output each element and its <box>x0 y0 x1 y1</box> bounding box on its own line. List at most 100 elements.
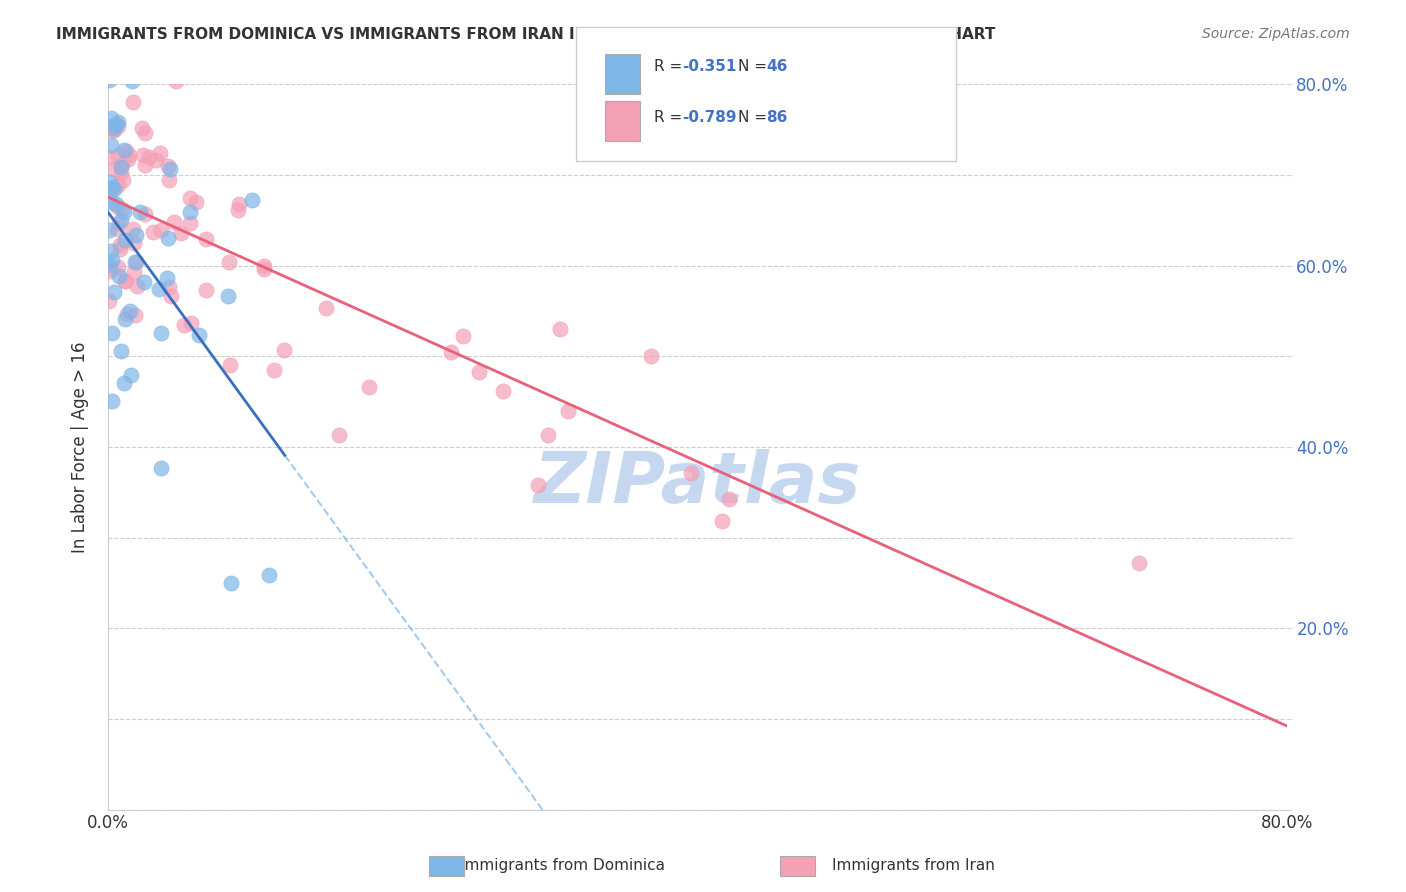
Point <box>100 183 122 197</box>
Text: R =: R = <box>654 60 688 74</box>
Point <box>640 349 662 363</box>
Point <box>107 200 129 214</box>
Point <box>100 111 122 125</box>
Point <box>107 114 129 128</box>
Point <box>228 197 250 211</box>
Point <box>100 180 122 194</box>
Point <box>131 148 153 162</box>
Text: Source: ZipAtlas.com: Source: ZipAtlas.com <box>1202 27 1350 41</box>
Point <box>101 393 124 408</box>
Point <box>124 255 146 269</box>
Point <box>105 222 128 236</box>
Point <box>527 478 550 492</box>
Point <box>103 162 125 177</box>
Point <box>156 159 179 173</box>
Point <box>134 158 156 172</box>
Point <box>165 73 187 87</box>
Point <box>492 384 515 398</box>
Point <box>110 158 132 172</box>
Point <box>263 363 285 377</box>
Point <box>156 230 179 244</box>
Point <box>194 232 217 246</box>
Point <box>125 255 148 269</box>
Point <box>315 301 337 315</box>
Point <box>103 285 125 299</box>
Point <box>134 207 156 221</box>
Point <box>121 95 143 110</box>
Point <box>117 148 139 162</box>
Point <box>149 326 172 341</box>
Point <box>114 274 136 288</box>
Point <box>218 359 240 373</box>
Point <box>100 244 122 258</box>
Point <box>226 203 249 218</box>
Text: Immigrants from Dominica: Immigrants from Dominica <box>460 858 665 872</box>
Point <box>120 368 142 382</box>
Point <box>357 380 380 394</box>
Point <box>148 282 170 296</box>
Text: ZIPatlas: ZIPatlas <box>534 449 860 517</box>
Point <box>112 143 135 157</box>
Point <box>150 461 173 475</box>
Point <box>110 213 132 227</box>
Point <box>710 514 733 528</box>
Point <box>253 262 276 277</box>
Point <box>122 221 145 235</box>
Point <box>121 73 143 87</box>
Point <box>98 73 121 87</box>
Point <box>98 264 121 278</box>
Point <box>108 242 131 256</box>
Point <box>107 178 129 192</box>
Text: -0.351: -0.351 <box>682 60 737 74</box>
Point <box>117 152 139 166</box>
Point <box>718 492 741 507</box>
Point <box>157 173 180 187</box>
Point <box>557 404 579 418</box>
Point <box>124 308 146 322</box>
Point <box>132 275 155 289</box>
Point <box>157 280 180 294</box>
Point <box>98 150 121 164</box>
Point <box>218 255 240 269</box>
Point <box>118 304 141 318</box>
Point <box>112 205 135 219</box>
Point <box>100 137 122 152</box>
Point <box>110 166 132 180</box>
Point <box>111 202 134 216</box>
Point <box>103 120 125 135</box>
Point <box>128 205 150 219</box>
Point <box>107 120 129 134</box>
Point <box>98 223 121 237</box>
Point <box>107 260 129 275</box>
Point <box>159 162 181 177</box>
Point <box>115 144 138 158</box>
Point <box>188 328 211 343</box>
Point <box>107 216 129 230</box>
Point <box>107 148 129 162</box>
Point <box>100 252 122 267</box>
Text: IMMIGRANTS FROM DOMINICA VS IMMIGRANTS FROM IRAN IN LABOR FORCE | AGE > 16 CORRE: IMMIGRANTS FROM DOMINICA VS IMMIGRANTS F… <box>56 27 995 43</box>
Point <box>173 318 195 332</box>
Point <box>98 258 121 272</box>
Point <box>328 428 350 442</box>
Point <box>179 191 201 205</box>
Point <box>134 127 156 141</box>
Point <box>217 289 239 303</box>
Point <box>145 153 167 167</box>
Point <box>169 226 191 240</box>
Y-axis label: In Labor Force | Age > 16: In Labor Force | Age > 16 <box>72 342 89 553</box>
Point <box>156 270 179 285</box>
Point <box>451 329 474 343</box>
Point <box>114 274 136 288</box>
Point <box>125 228 148 243</box>
Point <box>253 259 276 273</box>
Point <box>101 326 124 341</box>
Point <box>1128 557 1150 571</box>
Text: N =: N = <box>738 111 772 125</box>
Point <box>163 215 186 229</box>
Point <box>105 119 128 133</box>
Point <box>98 175 121 189</box>
Point <box>111 157 134 171</box>
Point <box>468 365 491 379</box>
Point <box>112 376 135 391</box>
